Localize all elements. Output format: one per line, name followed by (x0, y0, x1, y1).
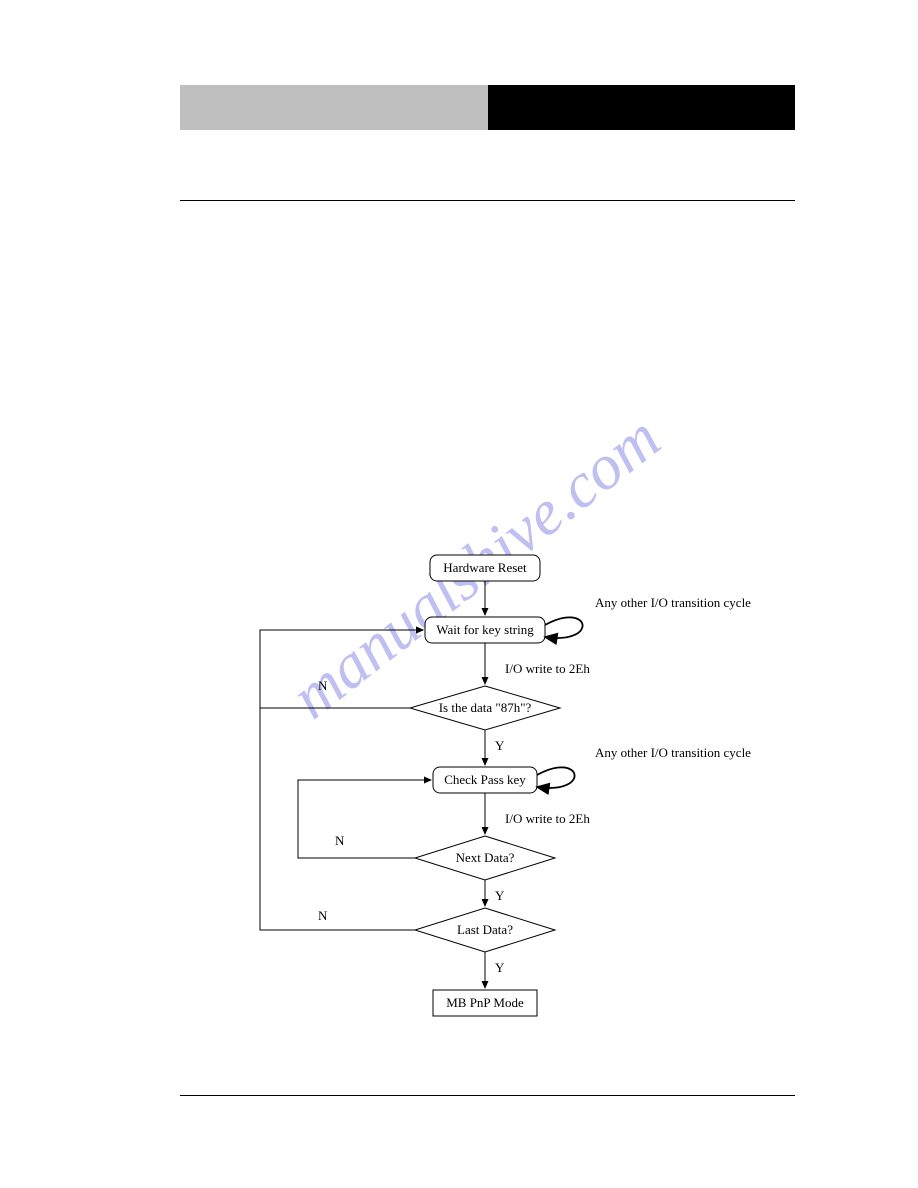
selfloop-n2-label: Any other I/O transition cycle (595, 595, 751, 610)
header-bar-right (488, 85, 796, 130)
node-last-data-label: Last Data? (457, 922, 513, 937)
edge-n6-n7-label: Y (495, 960, 505, 975)
back-edge-n6-label: N (318, 908, 328, 923)
edge-n3-n4-label: Y (495, 738, 505, 753)
edge-n5-n6-label: Y (495, 888, 505, 903)
back-edge-n5 (298, 780, 431, 858)
back-edge-n3 (260, 630, 423, 708)
header-bar (180, 85, 795, 130)
back-edge-n5-label: N (335, 833, 345, 848)
divider-bottom (180, 1095, 795, 1096)
selfloop-n4 (537, 767, 575, 788)
back-edge-n3-label: N (318, 678, 328, 693)
node-check-pass-key-label: Check Pass key (444, 772, 526, 787)
header-bar-left (180, 85, 488, 130)
document-page: manualshive.com Hardware Reset Wait for … (50, 40, 868, 1148)
node-is-data-87h-label: Is the data "87h"? (439, 700, 532, 715)
selfloop-n2 (545, 617, 583, 638)
selfloop-n4-label: Any other I/O transition cycle (595, 745, 751, 760)
node-mb-pnp-mode-label: MB PnP Mode (446, 995, 524, 1010)
flowchart: Hardware Reset Wait for key string Any o… (200, 545, 760, 1055)
node-next-data-label: Next Data? (456, 850, 515, 865)
node-hardware-reset-label: Hardware Reset (443, 560, 527, 575)
node-wait-key-string-label: Wait for key string (436, 622, 534, 637)
edge-n4-n5-label: I/O write to 2Eh (505, 811, 590, 826)
edge-n2-n3-label: I/O write to 2Eh (505, 661, 590, 676)
divider-top (180, 200, 795, 201)
